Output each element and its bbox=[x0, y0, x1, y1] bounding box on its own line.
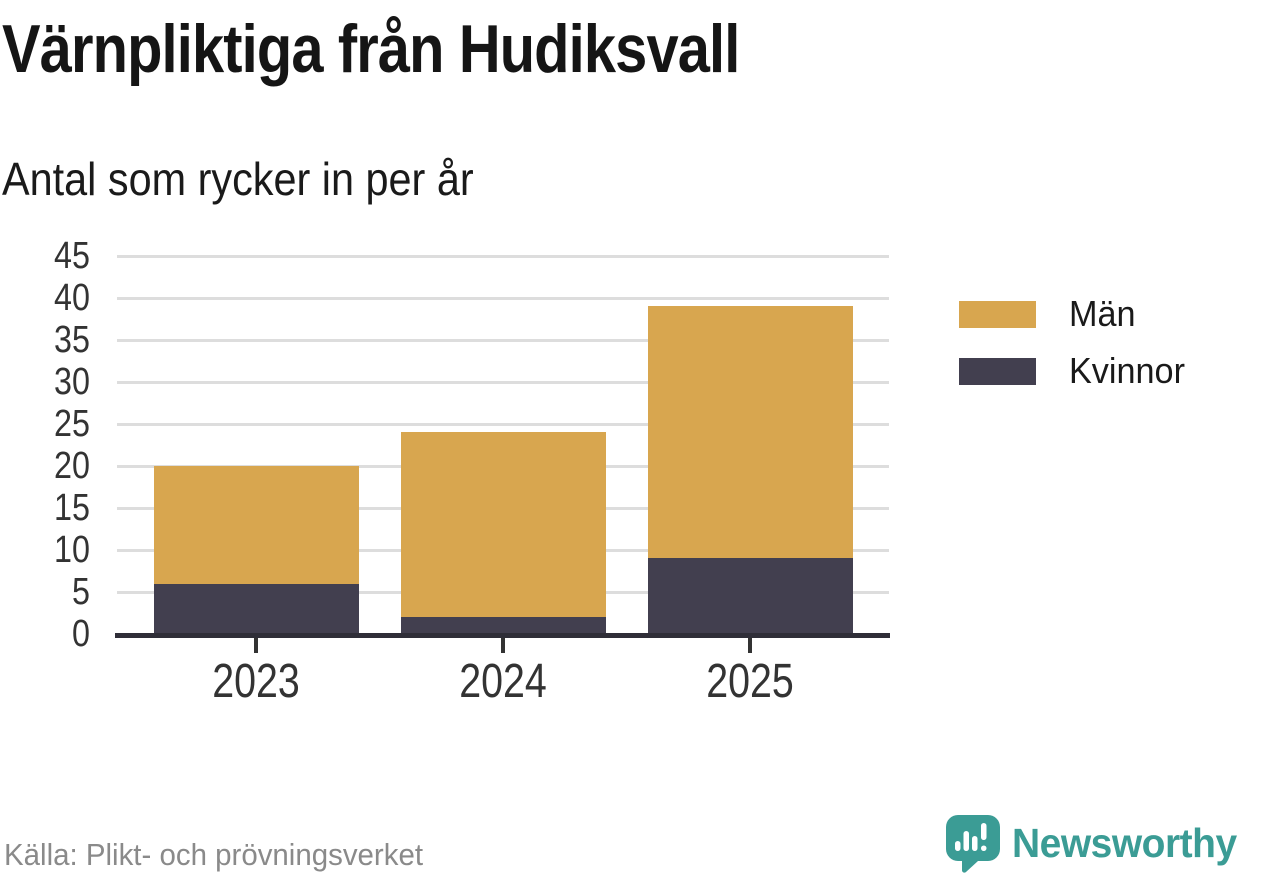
legend-label-kvinnor: Kvinnor bbox=[1069, 350, 1185, 391]
y-axis-label: 5 bbox=[72, 571, 90, 613]
gridline bbox=[117, 254, 889, 258]
legend-item-kvinnor: Kvinnor bbox=[959, 350, 1191, 392]
gridline bbox=[117, 296, 889, 300]
legend: Män Kvinnor bbox=[959, 293, 1191, 407]
y-axis-label: 10 bbox=[54, 529, 90, 571]
bar-chart-speech-bubble-icon bbox=[946, 815, 1000, 873]
chart-subtitle: Antal som rycker in per år bbox=[2, 153, 474, 205]
bar-2024-kvinnor bbox=[400, 617, 606, 634]
y-axis-label: 35 bbox=[54, 319, 90, 361]
x-axis-label: 2024 bbox=[459, 655, 547, 708]
x-axis-label: 2025 bbox=[706, 655, 794, 708]
source-attribution: Källa: Plikt- och prövningsverket bbox=[4, 837, 424, 872]
bar-2024-män bbox=[400, 432, 606, 618]
gridline bbox=[117, 380, 889, 384]
legend-label-män: Män bbox=[1069, 293, 1136, 334]
y-axis-label: 30 bbox=[54, 361, 90, 403]
gridline bbox=[117, 338, 889, 342]
gridline bbox=[117, 422, 889, 426]
y-axis-label: 15 bbox=[54, 487, 90, 529]
x-axis-tick bbox=[254, 638, 258, 653]
y-axis-label: 20 bbox=[54, 445, 90, 487]
bar-2025-män bbox=[647, 306, 853, 559]
y-axis-label: 40 bbox=[54, 277, 90, 319]
brand-wordmark: Newsworthy bbox=[1012, 820, 1237, 866]
x-axis-label: 2023 bbox=[212, 655, 300, 708]
x-axis-tick bbox=[501, 638, 505, 653]
legend-item-män: Män bbox=[959, 293, 1191, 335]
x-axis-line bbox=[115, 633, 890, 638]
newsworthy-logo: Newsworthy bbox=[946, 815, 1249, 875]
legend-swatch-kvinnor bbox=[959, 357, 1036, 385]
bar-2023-kvinnor bbox=[153, 583, 359, 634]
bar-2023-män bbox=[153, 466, 359, 584]
y-axis-label: 45 bbox=[54, 235, 90, 277]
chart-title: Värnpliktiga från Hudiksvall bbox=[2, 11, 740, 87]
bar-2025-kvinnor bbox=[647, 558, 853, 634]
y-axis-label: 0 bbox=[72, 613, 90, 655]
legend-swatch-män bbox=[959, 300, 1036, 328]
y-axis-label: 25 bbox=[54, 403, 90, 445]
x-axis-tick bbox=[748, 638, 752, 653]
